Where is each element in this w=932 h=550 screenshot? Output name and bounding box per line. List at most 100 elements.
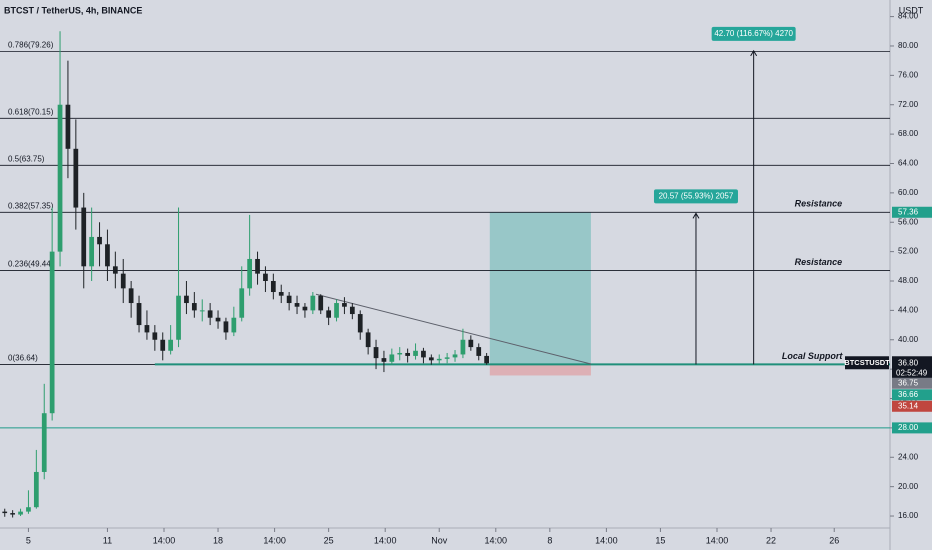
candle-body <box>476 347 482 356</box>
arrow-head <box>692 212 700 219</box>
x-tick-label: 15 <box>655 535 665 545</box>
y-tick-label: 84.00 <box>898 12 919 21</box>
price-badge <box>892 206 932 218</box>
candle-body <box>452 354 458 358</box>
candle-body <box>207 310 213 318</box>
fib-label: 0(36.64) <box>8 354 38 363</box>
price-badge <box>892 400 932 412</box>
candle-body <box>444 357 450 359</box>
candle-body <box>73 148 79 208</box>
countdown: 02:52:49 <box>896 368 928 377</box>
y-tick-label: 16.00 <box>898 511 919 520</box>
candle-body <box>120 273 126 289</box>
y-tick-label: 24.00 <box>898 452 919 461</box>
candle-body <box>160 339 166 351</box>
candle-body <box>421 350 426 358</box>
note: Resistance <box>795 199 843 209</box>
x-tick-label: 14:00 <box>263 535 286 545</box>
fib-label: 0.618(70.15) <box>8 107 54 116</box>
candle-body <box>255 258 260 274</box>
y-tick-label: 60.00 <box>898 188 919 197</box>
candle-body <box>97 236 102 245</box>
candle-body <box>239 288 245 318</box>
y-tick-label: 72.00 <box>898 100 919 109</box>
candle-body <box>468 339 474 348</box>
y-tick-label: 44.00 <box>898 305 919 314</box>
stop-zone <box>489 364 591 376</box>
x-tick-label: 14:00 <box>374 535 397 545</box>
candle-body <box>247 258 253 289</box>
candle-body <box>342 303 347 307</box>
last-price: 36.80 <box>898 358 919 367</box>
x-tick-label: Nov <box>431 535 448 545</box>
fib-label: 0.5(63.75) <box>8 154 45 163</box>
symbol-box <box>845 356 889 370</box>
candle-body <box>33 471 39 508</box>
candle-body <box>105 244 110 267</box>
last-price-box <box>892 356 932 380</box>
y-tick-label: 52.00 <box>898 247 919 256</box>
y-tick-label: 80.00 <box>898 41 919 50</box>
candle-body <box>2 511 8 514</box>
candle-body <box>128 288 134 304</box>
candle-body <box>436 358 442 361</box>
candle-body <box>318 295 324 311</box>
measure-label: 42.70 (116.67%) 4270 <box>714 29 793 38</box>
target-zone <box>489 212 591 365</box>
y-tick-label: 56.00 <box>898 217 919 226</box>
candle-body <box>460 339 466 355</box>
x-tick-label: 18 <box>213 535 223 545</box>
candle-body <box>357 314 363 333</box>
candle-body <box>263 273 268 282</box>
candle-body <box>397 352 403 355</box>
candle-body <box>484 355 490 364</box>
y-tick-label: 48.00 <box>898 276 919 285</box>
measure-box <box>711 26 796 41</box>
candle-body <box>270 281 276 293</box>
candle-body <box>57 104 63 252</box>
candle-body <box>405 352 411 356</box>
candle-body <box>231 317 237 333</box>
x-tick-label: 14:00 <box>706 535 729 545</box>
candle-body <box>144 325 150 333</box>
candle-body <box>302 306 308 311</box>
price-badge-label: 57.36 <box>898 207 919 216</box>
price-badge-label: 36.75 <box>898 378 919 387</box>
x-tick-label: 14:00 <box>485 535 508 545</box>
candle-body <box>49 251 55 414</box>
candle-body <box>168 339 174 351</box>
price-badge <box>892 389 932 401</box>
fib-label: 0.382(57.35) <box>8 201 54 210</box>
candle-body <box>136 303 142 326</box>
note: Resistance <box>795 257 843 267</box>
x-tick-label: 5 <box>26 535 31 545</box>
candle-body <box>176 295 181 340</box>
symbol-label: BTCSTUSDT <box>844 358 890 367</box>
candle-body <box>278 292 284 296</box>
x-tick-label: 14:00 <box>595 535 618 545</box>
fib-label: 0.786(79.26) <box>8 41 54 50</box>
candle-body <box>349 306 355 315</box>
x-tick-label: 8 <box>547 535 552 545</box>
x-tick-label: 11 <box>103 535 112 545</box>
candle-body <box>381 358 387 362</box>
candle-body <box>112 266 118 274</box>
note: Local Support <box>782 351 844 361</box>
candle-body <box>365 332 371 348</box>
price-badge-label: 36.66 <box>898 390 919 399</box>
candle-body <box>373 347 379 359</box>
candle-body <box>223 321 229 333</box>
currency: USDT <box>899 5 924 15</box>
x-tick-label: 14:00 <box>153 535 176 545</box>
x-tick-label: 25 <box>324 535 334 545</box>
candle-body <box>286 295 292 304</box>
candle-body <box>199 310 205 312</box>
y-tick-label: 64.00 <box>898 159 919 168</box>
candle-body <box>26 507 31 512</box>
fib-label: 0.236(49.44) <box>8 260 54 269</box>
measure-box <box>653 189 738 204</box>
candle-body <box>89 236 95 267</box>
y-tick-label: 20.00 <box>898 482 919 491</box>
